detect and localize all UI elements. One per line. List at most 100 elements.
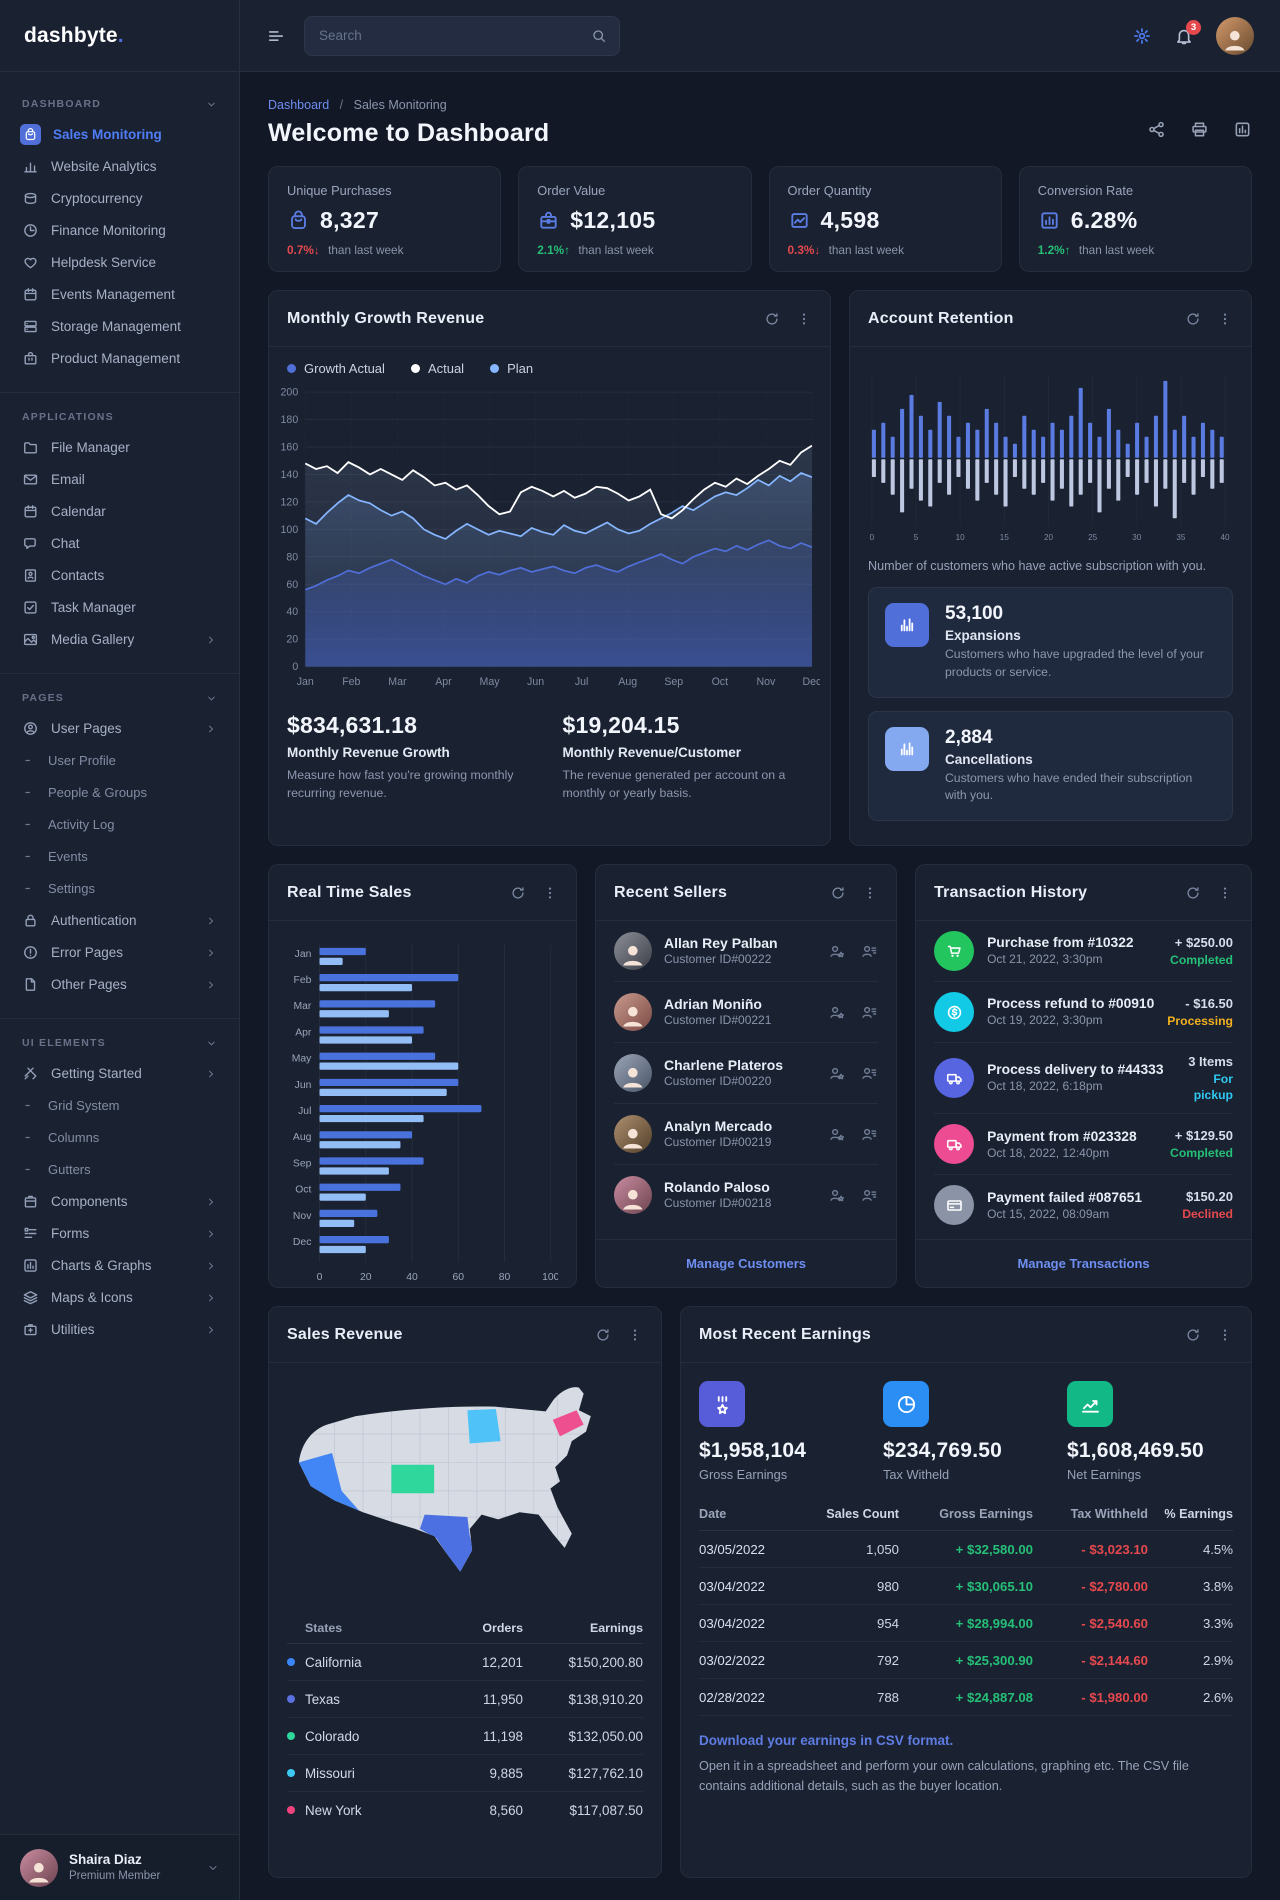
sidebar-item-label: Error Pages xyxy=(51,945,124,960)
transaction-row[interactable]: Purchase from #10322 Oct 21, 2022, 3:30p… xyxy=(934,921,1233,982)
sidebar-item[interactable]: People & Groups xyxy=(22,784,217,801)
user-star-icon[interactable] xyxy=(828,942,846,960)
manage-transactions-link[interactable]: Manage Transactions xyxy=(1017,1256,1150,1271)
sidebar-item[interactable]: Grid System xyxy=(22,1097,217,1114)
breadcrumb-dashboard[interactable]: Dashboard xyxy=(268,98,330,112)
svg-text:60: 60 xyxy=(452,1272,464,1283)
download-csv-link[interactable]: Download your earnings in CSV format. xyxy=(699,1733,954,1748)
sidebar-item[interactable]: Product Management xyxy=(22,350,217,367)
kebab-menu-icon[interactable] xyxy=(1217,1327,1233,1343)
sidebar-item[interactable]: Components xyxy=(22,1193,217,1210)
sidebar-item[interactable]: User Profile xyxy=(22,752,217,769)
user-star-icon[interactable] xyxy=(828,1064,846,1082)
earnings-row: 03/02/2022 792 + $25,300.90 - $2,144.60 … xyxy=(699,1642,1233,1679)
kebab-menu-icon[interactable] xyxy=(1217,311,1233,327)
svg-text:35: 35 xyxy=(1176,533,1186,542)
sidebar-item[interactable]: Other Pages xyxy=(22,976,217,993)
seller-row[interactable]: Rolando Paloso Customer ID#00218 xyxy=(614,1165,878,1225)
kebab-menu-icon[interactable] xyxy=(542,885,558,901)
transaction-row[interactable]: Payment failed #087651 Oct 15, 2022, 08:… xyxy=(934,1175,1233,1235)
seller-row[interactable]: Analyn Mercado Customer ID#00219 xyxy=(614,1104,879,1165)
sidebar-item[interactable]: Sales Monitoring xyxy=(20,124,217,145)
sidebar-item[interactable]: Calendar xyxy=(22,503,217,520)
sidebar-item[interactable]: Columns xyxy=(22,1129,217,1146)
sidebar-item[interactable]: Helpdesk Service xyxy=(22,254,217,271)
earnings-row: 03/04/2022 954 + $28,994.00 - $2,540.60 … xyxy=(699,1605,1233,1642)
user-list-icon[interactable] xyxy=(860,1003,878,1021)
kebab-menu-icon[interactable] xyxy=(862,885,878,901)
user-list-icon[interactable] xyxy=(860,1064,878,1082)
user-star-icon[interactable] xyxy=(828,1186,846,1204)
seller-row[interactable]: Allan Rey Palban Customer ID#00222 xyxy=(614,921,879,982)
sidebar-item[interactable]: Cryptocurrency xyxy=(22,190,217,207)
transaction-row[interactable]: Process refund to #00910 Oct 19, 2022, 3… xyxy=(934,982,1233,1043)
kebab-menu-icon[interactable] xyxy=(796,311,812,327)
earnings-label: Tax Witheld xyxy=(883,1467,950,1482)
sidebar-item[interactable]: Storage Management xyxy=(22,318,217,335)
bell-icon[interactable]: 3 xyxy=(1174,19,1201,46)
refresh-icon[interactable] xyxy=(595,1327,611,1343)
sidebar-item[interactable]: User Pages xyxy=(22,720,217,737)
sidebar-item[interactable]: File Manager xyxy=(22,439,217,456)
kebab-menu-icon[interactable] xyxy=(1217,885,1233,901)
sidebar-section-heading[interactable]: APPLICATIONS xyxy=(22,411,217,423)
refresh-icon[interactable] xyxy=(830,885,846,901)
kebab-menu-icon[interactable] xyxy=(627,1327,643,1343)
user-list-icon[interactable] xyxy=(860,1186,878,1204)
topbar-avatar[interactable] xyxy=(1216,16,1254,55)
sidebar-section-heading[interactable]: DASHBOARD xyxy=(22,98,217,110)
gear-icon[interactable] xyxy=(1132,26,1152,46)
transaction-row[interactable]: Process delivery to #44333 Oct 18, 2022,… xyxy=(934,1043,1233,1115)
sidebar-section-heading[interactable]: PAGES xyxy=(22,692,217,704)
chevron-down-icon[interactable] xyxy=(207,1862,219,1874)
seller-row[interactable]: Adrian Moniño Customer ID#00221 xyxy=(614,982,879,1043)
seller-avatar xyxy=(614,1115,652,1153)
sidebar-item[interactable]: Task Manager xyxy=(22,599,217,616)
user-star-icon[interactable] xyxy=(828,1003,846,1021)
sidebar-item[interactable]: Utilities xyxy=(22,1321,217,1338)
refresh-icon[interactable] xyxy=(1185,311,1201,327)
sidebar-item[interactable]: Error Pages xyxy=(22,944,217,961)
refresh-icon[interactable] xyxy=(1185,885,1201,901)
sidebar-item[interactable]: Gutters xyxy=(22,1161,217,1178)
refresh-icon[interactable] xyxy=(510,885,526,901)
logo[interactable]: dashbyte. xyxy=(0,0,239,72)
sidebar-item[interactable]: Events xyxy=(22,848,217,865)
search-icon[interactable] xyxy=(591,28,607,44)
sidebar-user[interactable]: Shaira Diaz Premium Member xyxy=(0,1834,239,1900)
sidebar-item[interactable]: Maps & Icons xyxy=(22,1289,217,1306)
svg-text:40: 40 xyxy=(286,606,298,618)
sidebar-item[interactable]: Finance Monitoring xyxy=(22,222,217,239)
share-icon[interactable] xyxy=(1147,120,1166,139)
refresh-icon[interactable] xyxy=(1185,1327,1201,1343)
sidebar-item[interactable]: Website Analytics xyxy=(22,158,217,175)
sidebar-item[interactable]: Email xyxy=(22,471,217,488)
manage-customers-link[interactable]: Manage Customers xyxy=(686,1256,806,1271)
user-list-icon[interactable] xyxy=(860,942,878,960)
user-star-icon[interactable] xyxy=(828,1125,846,1143)
seller-row[interactable]: Charlene Plateros Customer ID#00220 xyxy=(614,1043,879,1104)
stat-label: Order Value xyxy=(537,183,606,198)
refresh-icon[interactable] xyxy=(764,311,780,327)
sidebar-item[interactable]: Chat xyxy=(22,535,217,552)
transaction-row[interactable]: Payment from #023328 Oct 18, 2022, 12:40… xyxy=(934,1114,1233,1176)
print-icon[interactable] xyxy=(1190,120,1209,139)
svg-text:Nov: Nov xyxy=(756,676,776,688)
sidebar-item[interactable]: Charts & Graphs xyxy=(22,1257,217,1274)
earnings-card-icon xyxy=(699,1381,745,1427)
sidebar-item[interactable]: Getting Started xyxy=(22,1065,217,1082)
sidebar-item-label: Website Analytics xyxy=(51,159,157,174)
sidebar-item[interactable]: Authentication xyxy=(22,912,217,929)
menu-icon[interactable] xyxy=(266,26,286,46)
sidebar-item[interactable]: Settings xyxy=(22,880,217,897)
search-box[interactable] xyxy=(304,15,620,56)
report-icon[interactable] xyxy=(1233,120,1252,139)
sidebar-item[interactable]: Contacts xyxy=(22,567,217,584)
user-list-icon[interactable] xyxy=(860,1125,878,1143)
sidebar-section-heading[interactable]: UI ELEMENTS xyxy=(22,1037,217,1049)
sidebar-item[interactable]: Forms xyxy=(22,1225,217,1242)
sidebar-item[interactable]: Media Gallery xyxy=(22,631,217,648)
sidebar-item[interactable]: Activity Log xyxy=(22,816,217,833)
search-input[interactable] xyxy=(317,27,581,44)
sidebar-item[interactable]: Events Management xyxy=(22,286,217,303)
